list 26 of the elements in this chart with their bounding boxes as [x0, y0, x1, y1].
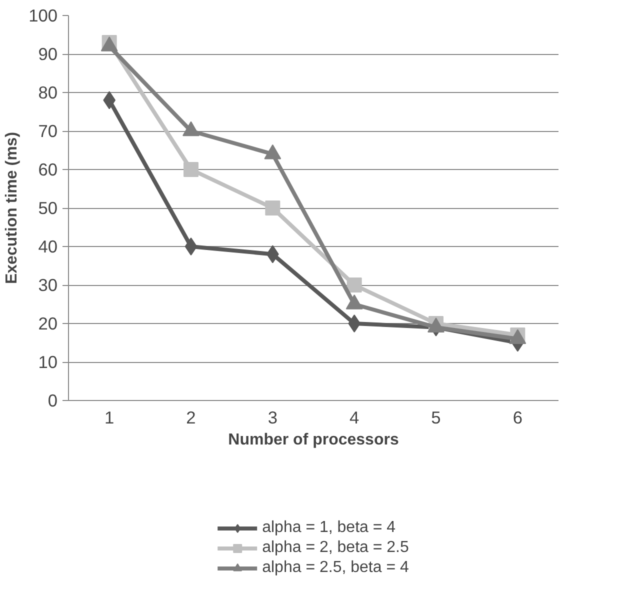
point	[184, 238, 198, 256]
y-tick-label: 80	[38, 82, 58, 102]
point	[346, 278, 362, 292]
x-tick-label: 5	[431, 408, 441, 428]
y-tick-label: 100	[28, 6, 58, 26]
x-tick-label: 1	[104, 408, 114, 428]
y-tick-label: 40	[38, 236, 58, 256]
x-tick-label: 2	[186, 408, 196, 428]
y-tick-label: 10	[38, 352, 58, 372]
y-tick-label: 0	[48, 390, 58, 410]
y-tick-label: 70	[38, 121, 58, 141]
y-tick-label: 30	[38, 275, 58, 295]
y-tick-label: 60	[38, 160, 58, 180]
point	[184, 162, 198, 177]
y-axis-title: Execution time (ms)	[4, 132, 21, 284]
legend-label: alpha = 2.5, beta = 4	[262, 558, 409, 577]
y-tick-label: 50	[38, 198, 58, 218]
x-tick-label: 4	[350, 408, 360, 428]
legend-label: alpha = 1, beta = 4	[262, 518, 396, 537]
x-tick-label: 6	[512, 408, 522, 428]
legend-label: alpha = 2, beta = 2.5	[262, 538, 409, 557]
x-tick-label: 3	[268, 408, 278, 428]
y-tick-label: 90	[38, 44, 58, 64]
x-axis-title: Number of processors	[228, 432, 399, 448]
y-tick-label: 20	[38, 314, 58, 334]
point	[265, 200, 280, 216]
